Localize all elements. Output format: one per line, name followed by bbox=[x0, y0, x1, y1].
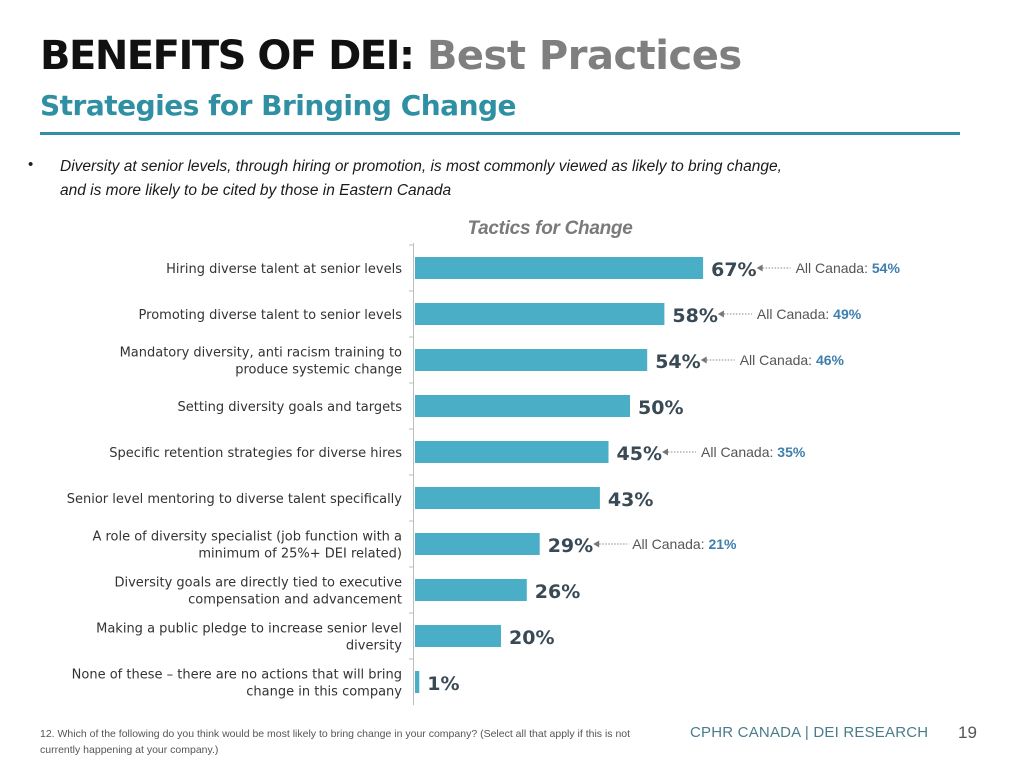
bar bbox=[415, 671, 420, 693]
data-label: 58% bbox=[672, 305, 717, 327]
title-sub: Best Practices bbox=[426, 33, 742, 79]
data-label: 29% bbox=[548, 535, 593, 557]
comparison-arrow-head bbox=[662, 448, 668, 456]
category-label: Diversity goals are directly tied to exe… bbox=[114, 576, 402, 591]
bar bbox=[415, 257, 704, 279]
bar bbox=[415, 441, 609, 463]
comparison-arrow-head bbox=[717, 310, 724, 318]
category-label: Setting diversity goals and targets bbox=[178, 400, 403, 415]
comparison-value: 49% bbox=[833, 306, 862, 322]
data-label: 67% bbox=[711, 259, 756, 281]
comparison-arrow-head bbox=[756, 264, 763, 272]
comparison-value: 54% bbox=[872, 260, 901, 276]
category-label: change in this company bbox=[246, 685, 402, 700]
data-label: 54% bbox=[655, 351, 700, 373]
title-main: BENEFITS OF DEI: bbox=[40, 33, 415, 79]
bar bbox=[415, 625, 501, 647]
data-label: 43% bbox=[608, 489, 653, 511]
data-label: 20% bbox=[509, 627, 554, 649]
category-label: Making a public pledge to increase senio… bbox=[96, 622, 402, 637]
bullet-marker: • bbox=[28, 156, 34, 173]
data-label: 50% bbox=[638, 397, 683, 419]
comparison-arrow-head bbox=[700, 356, 707, 364]
bar bbox=[415, 349, 648, 371]
bar bbox=[415, 579, 527, 601]
title-divider bbox=[40, 132, 960, 135]
comparison-label: All Canada: 46% bbox=[740, 352, 845, 368]
category-label: Hiring diverse talent at senior levels bbox=[166, 262, 402, 277]
comparison-value: 21% bbox=[708, 536, 737, 552]
comparison-value: 46% bbox=[816, 352, 845, 368]
bar bbox=[415, 533, 540, 555]
bar bbox=[415, 303, 665, 325]
bullet-line-2: and is more likely to be cited by those … bbox=[60, 182, 452, 199]
footer-brand: CPHR CANADA | DEI RESEARCH bbox=[690, 724, 929, 741]
category-label: Specific retention strategies for divers… bbox=[109, 446, 402, 461]
comparison-label: All Canada: 49% bbox=[757, 306, 862, 322]
bar bbox=[415, 487, 600, 509]
comparison-value: 35% bbox=[777, 444, 806, 460]
comparison-label: All Canada: 35% bbox=[701, 444, 806, 460]
bullet-line-1: Diversity at senior levels, through hiri… bbox=[60, 158, 782, 175]
data-label: 45% bbox=[617, 443, 662, 465]
comparison-arrow-head bbox=[593, 540, 600, 548]
comparison-label: All Canada: 54% bbox=[796, 260, 901, 276]
footnote: 12. Which of the following do you think … bbox=[40, 728, 631, 756]
bar bbox=[415, 395, 630, 417]
category-label: Mandatory diversity, anti racism trainin… bbox=[120, 346, 402, 361]
category-label: Senior level mentoring to diverse talent… bbox=[67, 492, 403, 507]
data-label: 26% bbox=[535, 581, 580, 603]
page-subtitle: Strategies for Bringing Change bbox=[40, 89, 517, 122]
page-title: BENEFITS OF DEI: Best Practices bbox=[40, 28, 742, 84]
category-label: diversity bbox=[346, 639, 402, 654]
chart-title: Tactics for Change bbox=[467, 218, 633, 239]
data-label: 1% bbox=[427, 673, 459, 695]
category-label: produce systemic change bbox=[235, 363, 402, 378]
page-number: 19 bbox=[958, 723, 977, 742]
category-label: minimum of 25%+ DEI related) bbox=[198, 547, 402, 562]
category-label: Promoting diverse talent to senior level… bbox=[139, 308, 403, 323]
category-label: compensation and advancement bbox=[188, 593, 402, 608]
bullet-text: Diversity at senior levels, through hiri… bbox=[60, 155, 960, 203]
comparison-label: All Canada: 21% bbox=[632, 536, 737, 552]
category-label: None of these – there are no actions tha… bbox=[72, 668, 402, 683]
category-label: A role of diversity specialist (job func… bbox=[92, 530, 402, 545]
